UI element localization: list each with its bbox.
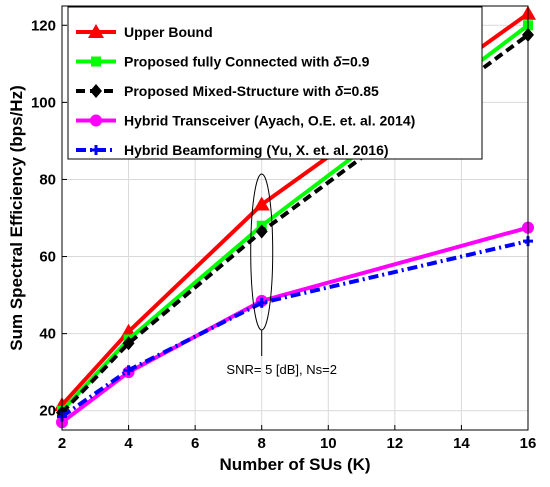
series-3 (56, 221, 534, 429)
y-tick-label: 40 (39, 326, 56, 343)
legend-swatch-marker (88, 24, 104, 38)
legend-box (67, 6, 483, 160)
x-tick-label: 12 (387, 435, 404, 452)
legend-label: Upper Bound (124, 24, 213, 40)
x-tick-label: 16 (520, 435, 537, 452)
y-tick-label: 100 (31, 94, 56, 111)
series-4-point (123, 365, 134, 376)
series-line-4 (60, 239, 529, 419)
legend-label: Hybrid Transceiver (Ayach, O.E. et. al. … (124, 113, 415, 129)
legend-item-1: Proposed fully Connected with δ=0.9 (76, 54, 370, 70)
legend: Upper Bound Proposed fully Connected with… (67, 6, 483, 160)
legend-item-2: Proposed Mixed-Structure with δ=0.85 (76, 83, 379, 99)
x-tick-label: 4 (124, 435, 133, 452)
legend-label: Proposed Mixed-Structure with δ=0.85 (124, 83, 379, 99)
x-tick-label: 6 (191, 435, 199, 452)
x-tick-label: 10 (320, 435, 337, 452)
legend-label: Hybrid Beamforming (Yu, X. et. al. 2016) (124, 142, 389, 158)
x-axis-label: Number of SUs (K) (219, 455, 370, 474)
series-4-point (256, 297, 267, 308)
y-tick-label: 120 (31, 17, 56, 34)
legend-label: Proposed fully Connected with δ=0.9 (124, 54, 370, 70)
annotation-text: SNR= 5 [dB], Ns=2 (226, 362, 337, 377)
legend-item-3: Hybrid Transceiver (Ayach, O.E. et. al. … (76, 113, 415, 129)
y-axis-label: Sum Spectral Efficiency (bps/Hz) (7, 85, 26, 350)
ticks: 2 4 6 8 10 12 14 16 20 40 60 80 100 120 (31, 17, 536, 452)
x-tick-label: 14 (453, 435, 470, 452)
y-tick-label: 20 (39, 403, 56, 420)
legend-item-4: Hybrid Beamforming (Yu, X. et. al. 2016) (76, 142, 389, 158)
series-2-point (122, 336, 135, 351)
legend-swatch-marker (91, 56, 101, 67)
delta-symbol: δ (335, 83, 344, 99)
legend-item-0: Upper Bound (76, 24, 213, 40)
x-tick-label: 2 (58, 435, 66, 452)
legend-swatch-marker (90, 84, 102, 98)
legend-swatch-marker (90, 114, 102, 127)
series-0-point (253, 196, 270, 211)
delta-symbol: δ (333, 54, 342, 70)
plot-frame (61, 5, 529, 431)
x-tick-label: 8 (258, 435, 266, 452)
y-tick-label: 80 (39, 171, 56, 188)
legend-swatch-marker (91, 145, 101, 155)
y-tick-label: 60 (39, 249, 56, 266)
annotation-layer: SNR= 5 [dB], Ns=2 (226, 173, 337, 377)
series-2-point (255, 224, 268, 239)
